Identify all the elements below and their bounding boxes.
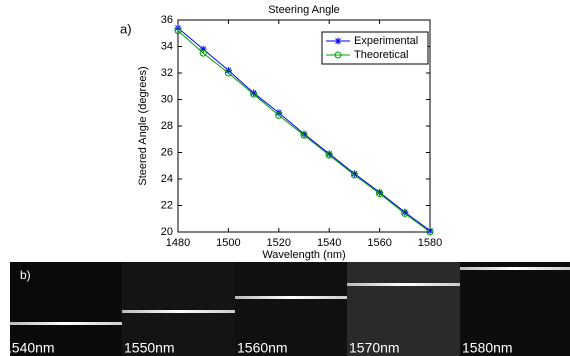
y-tick-label: 22 [161,199,173,211]
panel-label: b) [20,268,31,282]
page: {"chart_data": {"type": "line", "title":… [0,0,570,356]
image-strip: b) 1540nm 1550nm 1560nm 1570nm 1580nm [4,262,570,356]
figure: a) Steering Angle Wavelength (nm) Steere… [0,0,570,356]
panel-label: a) [120,21,132,36]
x-tick-label: 1520 [267,237,291,249]
legend-marker [335,38,342,45]
image-label: 1550nm [124,340,175,356]
image-label: 1580nm [462,340,513,356]
beam [10,322,122,325]
x-tick-label: 1480 [166,237,190,249]
x-tick-label: 1560 [367,237,391,249]
image-label: 1540nm [4,340,55,356]
y-tick-label: 28 [161,120,173,132]
image-label: 1560nm [237,340,288,356]
y-tick-label: 36 [161,14,173,26]
y-tick-label: 34 [161,40,173,52]
beam [235,296,347,299]
beam [122,310,235,313]
x-tick-label: 1580 [418,237,442,249]
x-axis-label: Wavelength (nm) [262,249,345,261]
y-tick-label: 32 [161,67,173,79]
legend-label: Experimental [354,35,418,47]
x-tick-label: 1540 [317,237,341,249]
beam [460,267,570,270]
y-axis-label: Steered Angle (degrees) [137,66,149,185]
y-tick-label: 24 [161,173,173,185]
legend-label: Theoretical [354,49,408,61]
beam [347,283,460,286]
y-tick-label: 26 [161,146,173,158]
chart-title: Steering Angle [268,4,340,16]
image-label: 1570nm [349,340,400,356]
y-tick-label: 30 [161,93,173,105]
x-tick-label: 1500 [216,237,240,249]
